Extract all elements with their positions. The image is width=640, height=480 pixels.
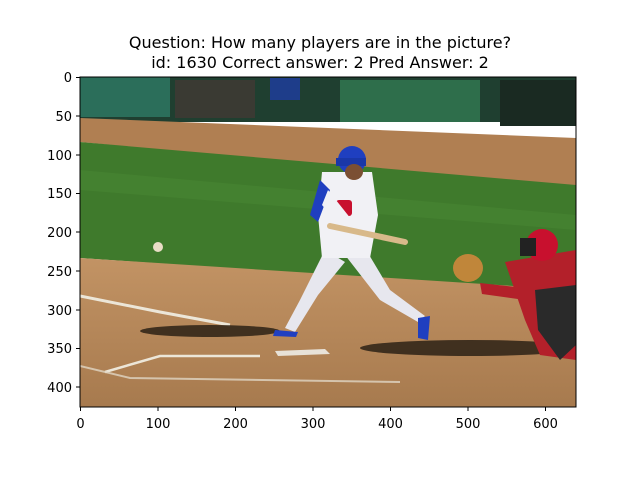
- y-tick-label: 250: [47, 265, 72, 280]
- bat: [327, 223, 408, 245]
- x-tick-label: 0: [76, 417, 84, 432]
- baseball-photo: [80, 77, 576, 407]
- y-axis: 0 50 100 150 200 250 300 350 400: [47, 71, 80, 396]
- y-tick-label: 350: [47, 342, 72, 357]
- infield-dirt: [80, 258, 576, 407]
- batter-shadow: [140, 325, 280, 337]
- y-tick-label: 50: [55, 110, 72, 125]
- batters-box-line: [104, 354, 260, 374]
- batter: [273, 146, 430, 340]
- figure-title-line1: Question: How many players are in the pi…: [128, 33, 512, 52]
- sign: [270, 78, 300, 100]
- home-plate: [275, 349, 330, 356]
- tarp: [80, 77, 170, 117]
- x-tick-label: 200: [223, 417, 248, 432]
- x-tick-label: 500: [456, 417, 481, 432]
- y-tick-label: 0: [64, 71, 72, 86]
- y-tick-label: 300: [47, 304, 72, 319]
- baseball: [153, 242, 163, 252]
- green-wall: [340, 80, 480, 122]
- y-tick-label: 400: [47, 381, 72, 396]
- x-tick-label: 300: [301, 417, 326, 432]
- stands: [175, 80, 255, 118]
- warning-track: [80, 118, 576, 190]
- y-tick-label: 200: [47, 226, 72, 241]
- catcher-shadow: [360, 340, 576, 356]
- x-tick-label: 600: [533, 417, 558, 432]
- chalk-line: [80, 294, 231, 327]
- figure-title-line2: id: 1630 Correct answer: 2 Pred Answer: …: [151, 53, 489, 72]
- catchers-mitt: [453, 254, 483, 282]
- catcher: [453, 229, 576, 360]
- y-tick-label: 100: [47, 149, 72, 164]
- x-axis: 0 100 200 300 400 500 600: [76, 407, 558, 432]
- y-tick-label: 150: [47, 187, 72, 202]
- x-tick-label: 400: [378, 417, 403, 432]
- dugout: [500, 80, 576, 126]
- x-tick-label: 100: [146, 417, 171, 432]
- axes-frame: [79, 76, 577, 408]
